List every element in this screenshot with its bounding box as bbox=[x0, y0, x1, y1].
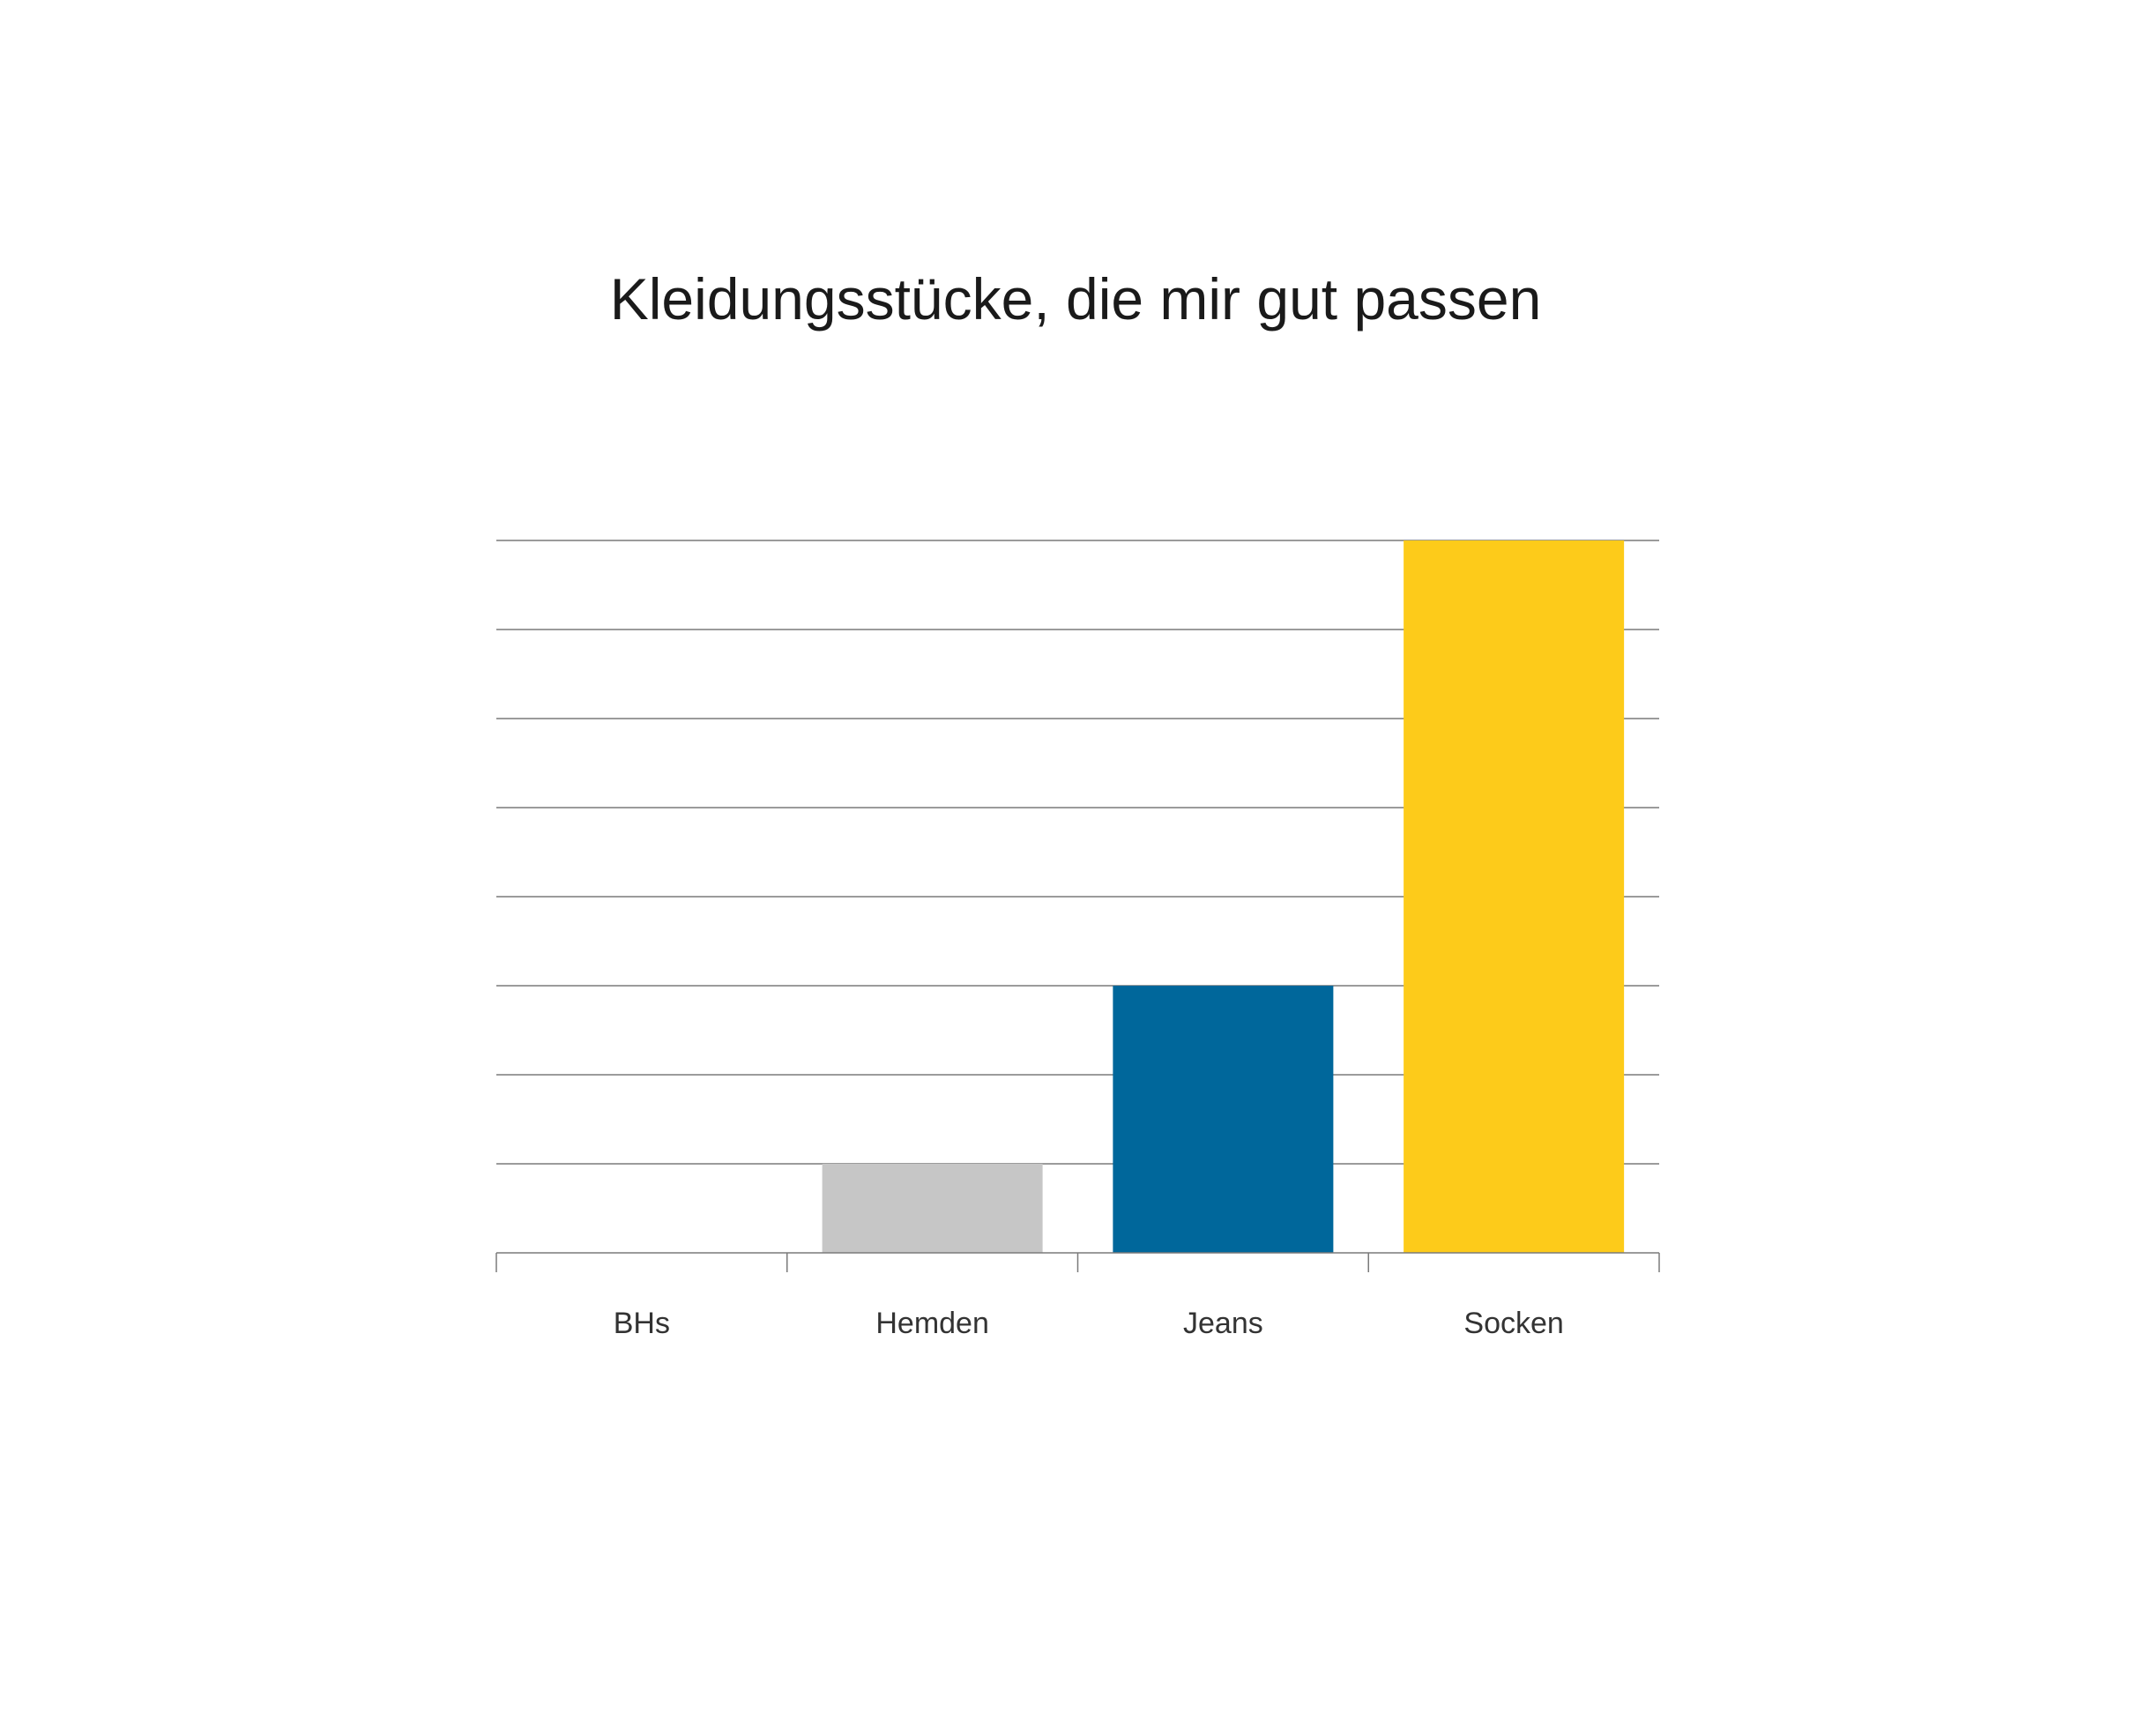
gridlines bbox=[496, 540, 1659, 1165]
x-tick-label-socken: Socken bbox=[1463, 1307, 1563, 1340]
x-tick-label-bhs: BHs bbox=[614, 1307, 670, 1340]
x-tick-label-jeans: Jeans bbox=[1183, 1307, 1263, 1340]
bar-socken bbox=[1404, 540, 1625, 1253]
x-axis bbox=[495, 1252, 1660, 1272]
x-tick-label-hemden: Hemden bbox=[875, 1307, 989, 1340]
chart-title: Kleidungsstücke, die mir gut passen bbox=[610, 266, 1542, 332]
bars bbox=[822, 540, 1625, 1253]
bar-jeans bbox=[1113, 986, 1334, 1253]
bar-hemden bbox=[822, 1164, 1043, 1253]
x-tick-labels: BHs Hemden Jeans Socken bbox=[614, 1307, 1564, 1340]
